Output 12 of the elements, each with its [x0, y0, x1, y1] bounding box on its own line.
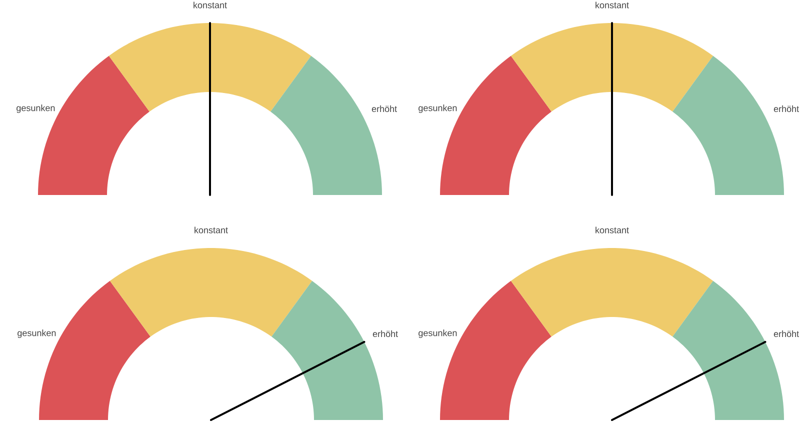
slice-label: gesunken: [418, 104, 457, 113]
slice-label: erhöht: [372, 330, 398, 338]
slice-label: gesunken: [16, 104, 55, 113]
slice-label: gesunken: [418, 330, 457, 338]
slice-label: erhöht: [372, 105, 397, 112]
slice-label: konstant: [596, 2, 629, 8]
slice-label: konstant: [596, 226, 629, 234]
slice-label: konstant: [194, 2, 227, 8]
slice-label: gesunken: [18, 330, 56, 338]
slice-label: konstant: [194, 226, 228, 234]
slice-label: erhöht: [774, 330, 799, 338]
slice-label: erhöht: [774, 105, 799, 112]
